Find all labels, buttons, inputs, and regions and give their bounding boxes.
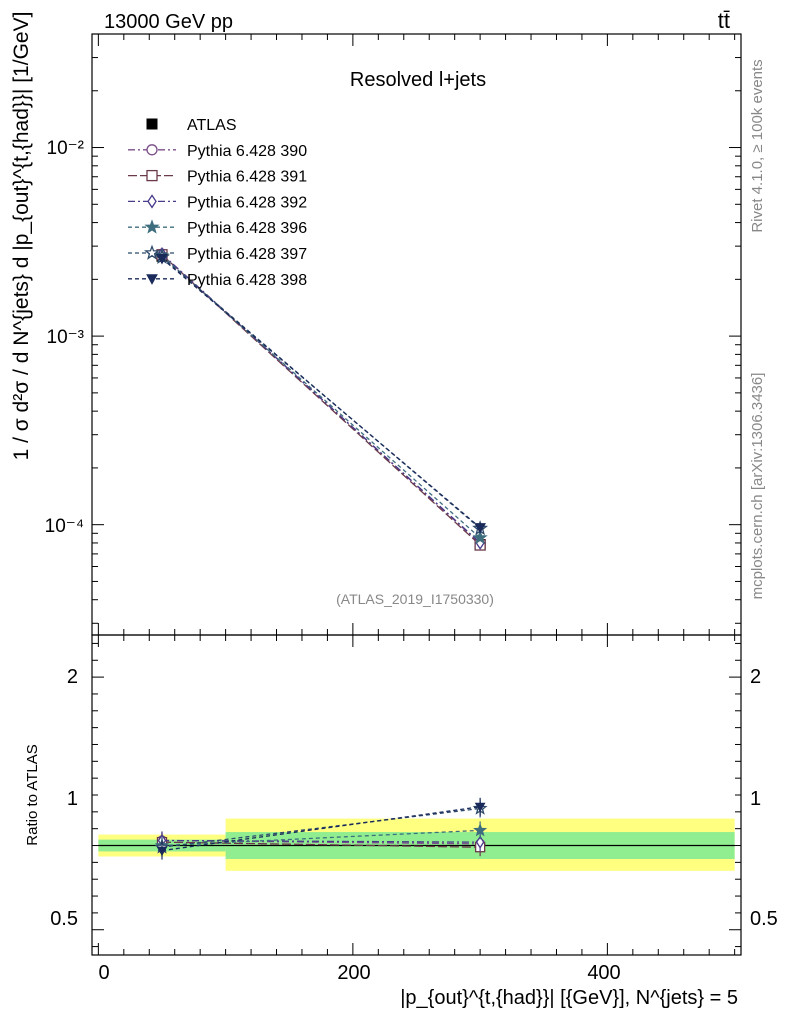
ratio-series-line <box>161 806 481 852</box>
legend-label: Pythia 6.428 398 <box>187 272 307 289</box>
ratio-series-line <box>161 807 481 848</box>
header-process: tt̄ <box>718 8 730 33</box>
ratio-ylabel: Ratio to ATLAS <box>24 744 41 845</box>
marker-triangle-down <box>474 802 486 813</box>
ratio-series-line <box>161 839 481 845</box>
legend-label: ATLAS <box>187 117 237 134</box>
marker-triangle-down <box>156 846 168 857</box>
main-ylabel: 1 / σ d²σ / d N^{jets} d |p_{out}^{t,{ha… <box>10 12 33 461</box>
xlabel: |p_{out}^{t,{had}}| [{GeV}], N^{jets} = … <box>400 987 738 1009</box>
ratio-curves <box>154 797 488 860</box>
xtick-label: 200 <box>337 962 370 984</box>
marker-square-filled <box>146 118 158 130</box>
legend-label: Pythia 6.428 392 <box>187 194 307 211</box>
marker-star-open <box>144 244 160 260</box>
marker-star-filled <box>473 823 488 837</box>
ratio-ytick-label: 1 <box>67 788 78 810</box>
marker-triangle-down <box>474 523 486 534</box>
marker-diamond-open <box>475 835 485 849</box>
legend: ATLAS Pythia 6.428 390 Pythia 6.428 391 Pyt… <box>128 117 307 289</box>
ratio-bands <box>98 818 735 871</box>
xtick-label: 400 <box>587 962 620 984</box>
main-curves <box>154 246 489 551</box>
legend-label: Pythia 6.428 396 <box>187 220 307 237</box>
ratio-series-line <box>161 841 481 848</box>
analysis-id: (ATLAS_2019_I1750330) <box>336 591 494 607</box>
main-ytick-label: 10⁻³ <box>47 327 85 348</box>
legend-label: Pythia 6.428 390 <box>187 143 307 160</box>
ratio-ytick-label-right: 2 <box>750 666 761 688</box>
marker-triangle-down <box>146 274 158 285</box>
plot-title: Resolved l+jets <box>350 69 486 91</box>
legend-label: Pythia 6.428 391 <box>187 169 307 186</box>
ratio-ytick-label-right: 1 <box>750 788 761 810</box>
ratio-ytick-label-right: 0.5 <box>750 908 778 930</box>
main-ytick-label: 10⁻² <box>47 138 85 159</box>
mcplots-label: mcplots.cern.ch [arXiv:1306.3436] <box>749 373 766 600</box>
marker-triangle-down <box>156 253 168 265</box>
main-series-line <box>161 255 481 539</box>
rivet-label: Rivet 4.1.0, ≥ 100k events <box>749 59 766 232</box>
ratio-frame <box>91 634 742 956</box>
marker-star-filled <box>144 219 160 234</box>
marker-circle-open <box>146 144 158 156</box>
xtick-label: 0 <box>98 962 109 984</box>
ratio-ytick-label: 0.5 <box>50 908 78 930</box>
marker-star-filled <box>472 529 488 545</box>
axis-ticks <box>92 33 741 955</box>
marker-diamond-open <box>147 194 157 209</box>
legend-label: Pythia 6.428 397 <box>187 246 307 263</box>
ratio-series-line <box>161 839 481 843</box>
ratio-ytick-label: 2 <box>67 666 78 688</box>
main-ytick-label: 10⁻⁴ <box>45 516 84 537</box>
marker-square-open <box>146 169 158 182</box>
header-energy: 13000 GeV pp <box>104 11 233 33</box>
